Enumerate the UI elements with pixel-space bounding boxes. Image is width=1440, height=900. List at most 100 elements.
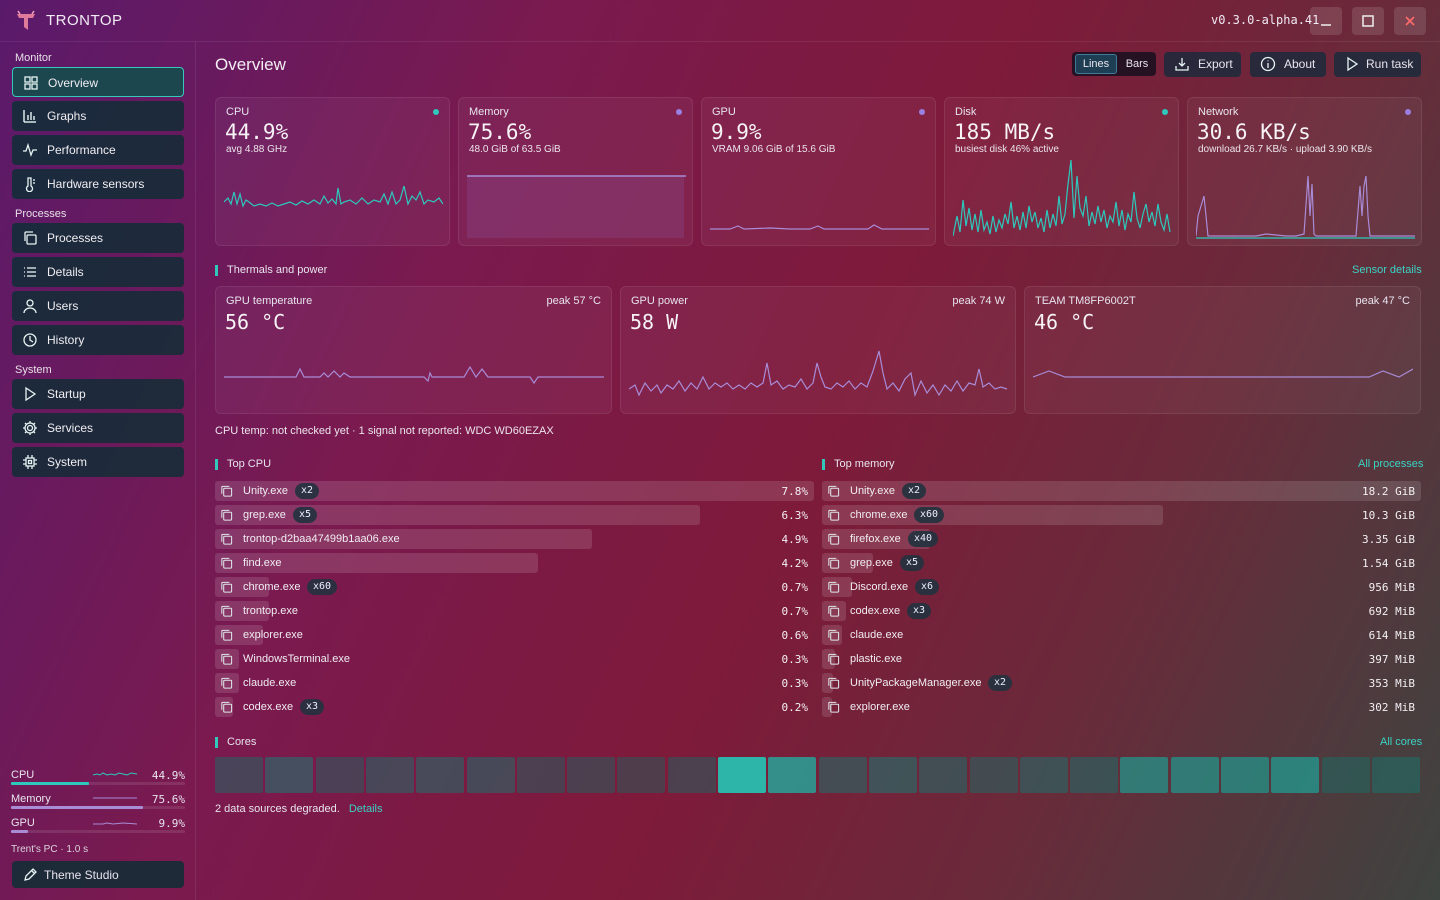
mini-stat-label: GPU bbox=[11, 817, 35, 829]
minimize-button[interactable] bbox=[1310, 7, 1342, 35]
core-tile[interactable] bbox=[667, 757, 716, 793]
core-tile[interactable] bbox=[1120, 757, 1169, 793]
process-row[interactable]: find.exe 4.2% bbox=[215, 553, 814, 573]
sidebar-item-history[interactable]: History bbox=[12, 325, 184, 355]
core-tile[interactable] bbox=[215, 757, 263, 793]
process-row[interactable]: UnityPackageManager.exe x2 353 MiB bbox=[822, 673, 1421, 693]
core-tile[interactable] bbox=[1221, 757, 1269, 793]
sidebar-section-monitor: Monitor bbox=[15, 52, 52, 64]
core-tile[interactable] bbox=[567, 757, 616, 793]
process-row[interactable]: chrome.exe x60 10.3 GiB bbox=[822, 505, 1421, 525]
gpu-power-sparkline bbox=[629, 350, 1008, 398]
process-row[interactable]: grep.exe x5 1.54 GiB bbox=[822, 553, 1421, 573]
core-tile[interactable] bbox=[868, 757, 917, 793]
export-button[interactable]: Export bbox=[1164, 52, 1241, 77]
core-tile[interactable] bbox=[365, 757, 414, 793]
process-row[interactable]: explorer.exe 302 MiB bbox=[822, 697, 1421, 717]
core-tile[interactable] bbox=[1170, 757, 1219, 793]
core-tile[interactable] bbox=[818, 757, 867, 793]
core-tile[interactable] bbox=[265, 757, 314, 793]
core-tile[interactable] bbox=[768, 757, 817, 793]
process-row[interactable]: firefox.exe x40 3.35 GiB bbox=[822, 529, 1421, 549]
core-tile[interactable] bbox=[1070, 757, 1119, 793]
gpu-power-card[interactable]: GPU power peak 74 W 58 W bbox=[620, 286, 1016, 414]
process-row[interactable]: codex.exe x3 0.2% bbox=[215, 697, 814, 717]
core-tile[interactable] bbox=[919, 757, 968, 793]
gpu-sparkline bbox=[710, 224, 929, 230]
degraded-details-link[interactable]: Details bbox=[348, 803, 383, 815]
core-tile[interactable] bbox=[969, 757, 1018, 793]
core-tile[interactable] bbox=[617, 757, 666, 793]
card-value: 185 MB/s bbox=[954, 120, 1056, 144]
process-row[interactable]: Discord.exe x6 956 MiB bbox=[822, 577, 1421, 597]
ssd-temperature-card[interactable]: TEAM TM8FP6002T peak 47 °C 46 °C bbox=[1024, 286, 1421, 414]
usage-bar bbox=[215, 481, 814, 501]
sidebar-item-users[interactable]: Users bbox=[12, 291, 184, 321]
process-row[interactable]: Unity.exe x2 7.8% bbox=[215, 481, 814, 501]
process-name: plastic.exe bbox=[850, 653, 902, 665]
bars-toggle[interactable]: Bars bbox=[1125, 58, 1149, 70]
sidebar-item-processes[interactable]: Processes bbox=[12, 223, 184, 253]
core-tile[interactable] bbox=[1321, 757, 1370, 793]
process-row[interactable]: grep.exe x5 6.3% bbox=[215, 505, 814, 525]
all-processes-link[interactable]: All processes bbox=[1358, 458, 1424, 470]
memory-sparkline bbox=[467, 175, 686, 238]
core-tile[interactable] bbox=[416, 757, 465, 793]
process-value: 0.3% bbox=[781, 653, 809, 666]
theme-studio-button[interactable]: Theme Studio bbox=[12, 861, 184, 888]
about-button[interactable]: About bbox=[1250, 52, 1326, 77]
memory-card[interactable]: Memory 75.6% 48.0 GiB of 63.5 GiB bbox=[458, 97, 693, 246]
process-icon bbox=[221, 509, 233, 521]
sidebar-item-hardware-sensors[interactable]: Hardware sensors bbox=[12, 169, 184, 199]
process-row[interactable]: claude.exe 614 MiB bbox=[822, 625, 1421, 645]
cpu-card[interactable]: CPU 44.9% avg 4.88 GHz bbox=[215, 97, 450, 246]
process-row[interactable]: explorer.exe 0.6% bbox=[215, 625, 814, 645]
sidebar-item-details[interactable]: Details bbox=[12, 257, 184, 287]
sidebar-item-label: Hardware sensors bbox=[47, 177, 145, 191]
network-card[interactable]: Network 30.6 KB/s download 26.7 KB/s · u… bbox=[1187, 97, 1422, 246]
sidebar-item-system[interactable]: System bbox=[12, 447, 184, 477]
usage-bar bbox=[822, 673, 834, 693]
gpu-temperature-card[interactable]: GPU temperature peak 57 °C 56 °C bbox=[215, 286, 612, 414]
sidebar-item-performance[interactable]: Performance bbox=[12, 135, 184, 165]
core-tile[interactable] bbox=[516, 757, 565, 793]
core-tile[interactable] bbox=[1271, 757, 1320, 793]
all-cores-link[interactable]: All cores bbox=[1380, 736, 1423, 748]
process-row[interactable]: trontop-d2baa47499b1aa06.exe 4.9% bbox=[215, 529, 814, 549]
maximize-button[interactable] bbox=[1352, 7, 1384, 35]
process-row[interactable]: chrome.exe x60 0.7% bbox=[215, 577, 814, 597]
core-tile[interactable] bbox=[466, 757, 515, 793]
play-icon bbox=[25, 386, 37, 402]
process-row[interactable]: WindowsTerminal.exe 0.3% bbox=[215, 649, 814, 669]
core-tile[interactable] bbox=[1371, 757, 1420, 793]
sidebar-item-graphs[interactable]: Graphs bbox=[12, 101, 184, 131]
chip-icon bbox=[23, 455, 37, 469]
disk-card[interactable]: Disk 185 MB/s busiest disk 46% active bbox=[944, 97, 1179, 246]
run-task-button[interactable]: Run task bbox=[1334, 52, 1421, 77]
process-row[interactable]: Unity.exe x2 18.2 GiB bbox=[822, 481, 1421, 501]
process-row[interactable]: claude.exe 0.3% bbox=[215, 673, 814, 693]
host-label: Trent's PC · 1.0 s bbox=[11, 844, 89, 855]
grid-icon bbox=[24, 76, 38, 90]
sidebar-item-startup[interactable]: Startup bbox=[12, 379, 184, 409]
process-row[interactable]: plastic.exe 397 MiB bbox=[822, 649, 1421, 669]
process-row[interactable]: codex.exe x3 692 MiB bbox=[822, 601, 1421, 621]
mini-stat-label: CPU bbox=[11, 769, 35, 781]
instance-count-badge: x60 bbox=[307, 579, 338, 595]
pencil-icon bbox=[24, 868, 37, 881]
lines-toggle[interactable]: Lines bbox=[1075, 54, 1117, 74]
close-button[interactable] bbox=[1394, 7, 1426, 35]
sensor-details-link[interactable]: Sensor details bbox=[1352, 264, 1422, 276]
core-tile[interactable] bbox=[1019, 757, 1068, 793]
card-subtitle: download 26.7 KB/s · upload 3.90 KB/s bbox=[1198, 144, 1373, 155]
sidebar-item-services[interactable]: Services bbox=[12, 413, 184, 443]
sidebar-item-overview[interactable]: Overview bbox=[12, 67, 184, 97]
core-tile[interactable] bbox=[315, 757, 364, 793]
instance-count-badge: x3 bbox=[300, 699, 325, 715]
core-tile[interactable] bbox=[718, 757, 766, 793]
usage-bar bbox=[822, 697, 832, 717]
process-row[interactable]: trontop.exe 0.7% bbox=[215, 601, 814, 621]
gpu-card[interactable]: GPU 9.9% VRAM 9.06 GiB of 15.6 GiB bbox=[701, 97, 936, 246]
process-name: codex.exe bbox=[243, 701, 294, 713]
instance-count-badge: x2 bbox=[988, 675, 1013, 691]
